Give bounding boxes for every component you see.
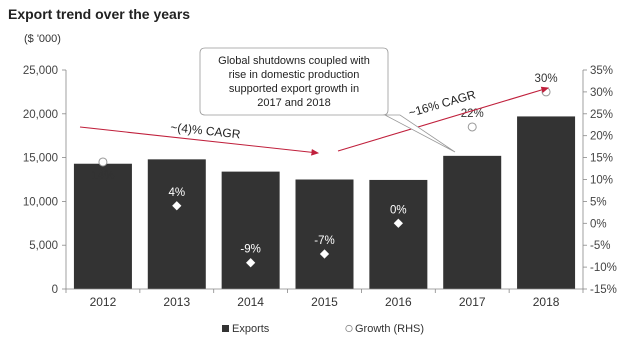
legend-swatch-growth xyxy=(345,324,353,333)
growth-marker xyxy=(98,157,108,167)
callout-line-4: 2017 and 2018 xyxy=(257,97,330,109)
bar-2012 xyxy=(73,163,132,289)
right-tick-label: 20% xyxy=(590,131,613,143)
x-axis-labels: 2012 2013 2014 2015 2016 2017 2018 xyxy=(90,295,560,309)
growth-marker xyxy=(319,249,330,259)
callout-line-1: Global shutdowns coupled with xyxy=(218,55,370,67)
right-axis-ticks: -15% -10% -5% 0% 5% 10% 15% 20% 25% 30% 35% xyxy=(583,65,617,296)
category-label: 2013 xyxy=(163,295,190,309)
legend-swatch-exports xyxy=(222,325,229,332)
legend-label-exports: Exports xyxy=(232,323,270,335)
right-tick-label: 0% xyxy=(590,218,607,230)
cagr-arrow-growth xyxy=(337,86,550,152)
growth-label: 22% xyxy=(461,108,484,120)
callout-line-2: rise in domestic production xyxy=(229,69,360,81)
left-tick-label: 5,000 xyxy=(29,240,58,252)
chart-title: Export trend over the years xyxy=(8,6,190,22)
category-label: 2015 xyxy=(311,295,338,309)
category-label: 2012 xyxy=(90,295,117,309)
bar-2018 xyxy=(517,116,576,289)
growth-label: -9% xyxy=(240,244,260,256)
right-tick-label: 10% xyxy=(590,175,613,187)
growth-labels: 14% 4% -9% -7% 0% 22% 30% xyxy=(91,73,557,256)
bar-2016 xyxy=(369,179,428,289)
growth-marker xyxy=(246,258,256,268)
right-tick-label: -15% xyxy=(590,284,617,296)
bar-2017 xyxy=(443,155,502,289)
right-tick-label: 15% xyxy=(590,153,613,165)
left-axis-unit: ($ '000) xyxy=(24,33,61,45)
right-tick-label: 5% xyxy=(590,196,607,208)
callout-line-3: supported export growth in xyxy=(229,83,359,95)
cagr-arrow-decline xyxy=(79,126,320,156)
bar-2013 xyxy=(147,159,206,289)
category-label: 2018 xyxy=(533,295,560,309)
right-tick-label: 25% xyxy=(590,109,613,121)
left-tick-label: 20,000 xyxy=(23,109,58,121)
category-label: 2017 xyxy=(459,295,486,309)
left-axis-ticks: 0 5,000 10,000 15,000 20,000 25,000 xyxy=(23,65,66,296)
right-tick-label: -10% xyxy=(590,262,617,274)
legend: Exports Growth (RHS) xyxy=(222,323,424,335)
growth-label: -7% xyxy=(314,235,334,247)
growth-marker xyxy=(172,201,182,211)
right-tick-label: 30% xyxy=(590,87,613,99)
growth-label: 30% xyxy=(535,73,558,85)
right-tick-label: 35% xyxy=(590,65,613,77)
category-label: 2016 xyxy=(385,295,412,309)
left-tick-label: 15,000 xyxy=(23,153,58,165)
growth-label: 0% xyxy=(390,204,407,216)
growth-label: 14% xyxy=(91,170,114,182)
growth-marker xyxy=(467,122,477,132)
callout: Global shutdowns coupled with rise in do… xyxy=(199,47,456,153)
bar-2014 xyxy=(221,171,280,289)
category-label: 2014 xyxy=(237,295,264,309)
bars-group xyxy=(73,116,576,289)
left-tick-label: 25,000 xyxy=(23,65,58,77)
callout-box xyxy=(199,47,456,153)
left-tick-label: 10,000 xyxy=(23,196,58,208)
growth-label: 4% xyxy=(168,187,185,199)
left-tick-label: 0 xyxy=(52,284,58,296)
legend-label-growth: Growth (RHS) xyxy=(355,323,424,335)
growth-marker xyxy=(393,218,403,228)
right-tick-label: -5% xyxy=(590,240,610,252)
bar-2015 xyxy=(295,179,354,289)
